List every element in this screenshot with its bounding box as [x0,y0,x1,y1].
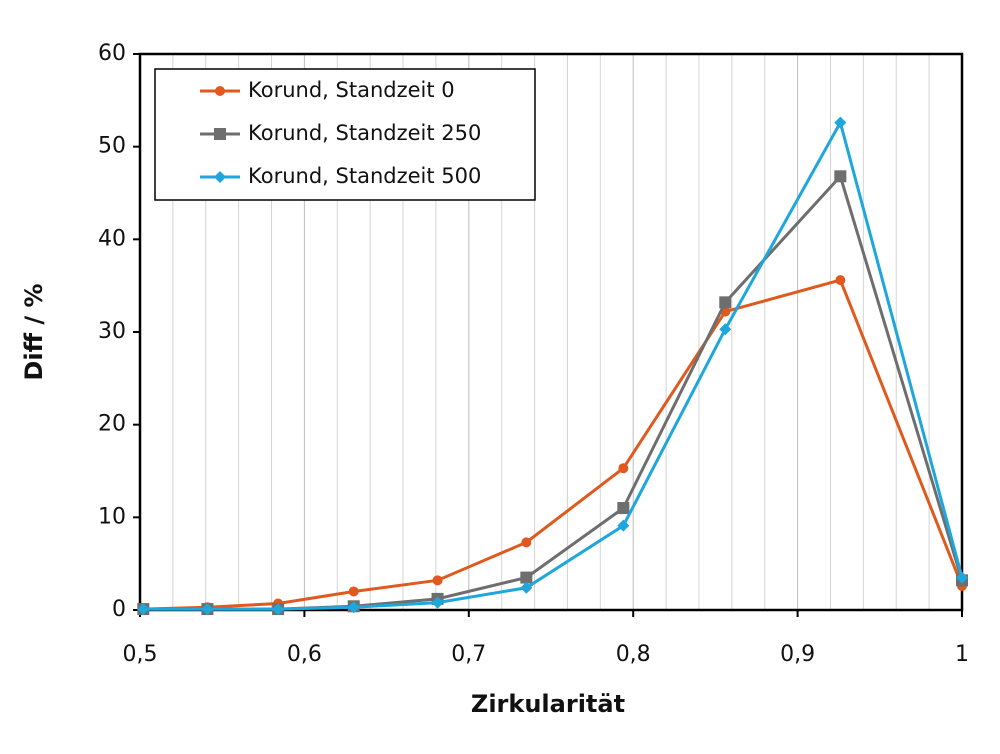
y-tick-label: 20 [98,412,126,437]
marker [719,296,732,309]
marker [520,581,533,594]
legend-label: Korund, Standzeit 500 [248,164,481,188]
marker [214,171,226,183]
marker [348,586,359,597]
series [137,170,968,616]
marker [137,603,150,616]
y-tick-label: 10 [98,504,126,529]
marker [617,519,630,532]
series-line [143,173,964,611]
marker [618,463,629,474]
y-tick-label: 30 [98,319,126,344]
y-tick-label: 50 [98,134,126,159]
series-line [143,118,964,611]
marker [214,128,226,140]
marker [431,596,444,609]
x-tick-label: 0,7 [451,642,486,667]
plot-frame [138,52,964,612]
x-tick-label: 0,6 [287,642,322,667]
marker [834,116,847,129]
marker [432,575,443,586]
y-tick-label: 60 [98,41,126,66]
x-tick-label: 0,8 [616,642,651,667]
marker [347,601,360,614]
series [138,275,967,615]
y-tick-label: 40 [98,226,126,251]
marker [719,323,732,336]
x-tick-label: 0,5 [123,642,158,667]
marker [835,275,846,286]
legend-label: Korund, Standzeit 250 [248,121,481,145]
marker [520,571,533,584]
marker [956,571,968,584]
marker [617,502,630,515]
marker [272,603,285,616]
marker [215,86,225,96]
marker [521,537,532,548]
y-axis-label: Diff / % [20,283,48,380]
x-tick-label: 0,9 [780,642,815,667]
marker [834,170,847,183]
x-axis-label: Zirkularität [471,690,625,718]
y-tick-label: 0 [112,597,126,622]
series-line [143,278,964,611]
x-tick-label: 1 [955,642,969,667]
series [137,116,968,616]
legend-label: Korund, Standzeit 0 [248,78,455,102]
marker [201,603,214,616]
